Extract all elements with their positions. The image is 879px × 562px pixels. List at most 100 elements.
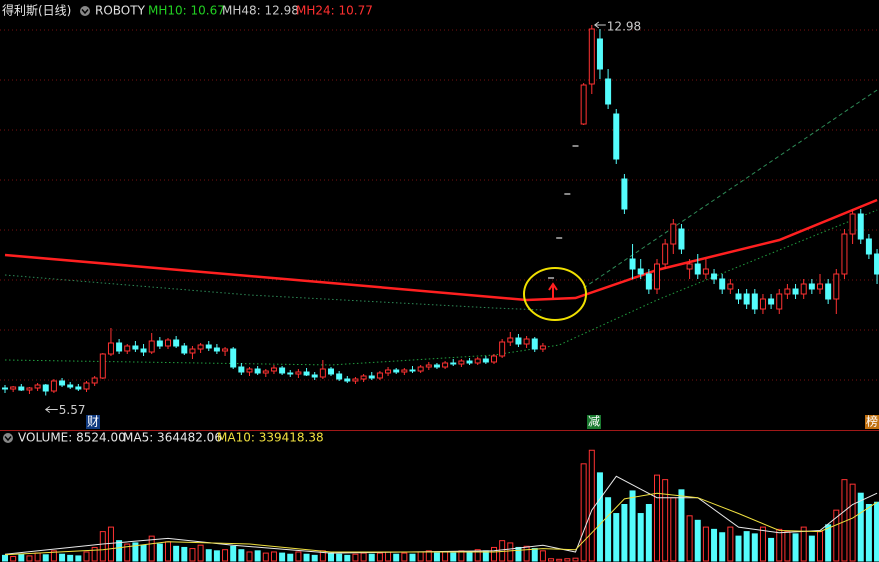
volume-bar: [539, 550, 546, 562]
volume-bar: [360, 552, 367, 562]
volume-bar: [205, 549, 212, 562]
candle-body: [531, 338, 538, 350]
candle-body: [336, 373, 343, 380]
candle-body: [197, 344, 204, 350]
candle-body: [99, 353, 106, 379]
menu-icon[interactable]: [3, 433, 13, 443]
legend-label: MH10: 10.67: [148, 4, 225, 18]
candle-body: [874, 253, 879, 275]
candle-body: [401, 369, 408, 373]
volume-bar: [148, 535, 155, 562]
indicator-line: [4, 198, 878, 302]
volume-ma-line: [4, 492, 878, 556]
high-label: 12.98: [607, 20, 641, 34]
volume-bar: [507, 542, 514, 562]
volume-bar: [800, 526, 807, 562]
low-arrow: [44, 406, 58, 413]
volume-bar: [262, 552, 269, 562]
volume-bar: [165, 541, 171, 562]
candle-body: [67, 384, 74, 388]
candle-body: [376, 372, 383, 379]
candle-body: [491, 355, 497, 363]
volume-bar: [409, 553, 416, 562]
candle-body: [735, 293, 742, 300]
volume-bar: [83, 551, 90, 562]
volume-bar: [270, 551, 277, 562]
candle-body: [189, 348, 196, 354]
candle-body: [792, 288, 799, 295]
candle-body: [865, 238, 872, 255]
volume-bar: [792, 533, 799, 562]
volume-bar: [474, 549, 481, 562]
candle-body: [319, 368, 326, 378]
price-panel: 12.98 5.57: [0, 20, 879, 417]
volume-bar: [91, 546, 98, 562]
volume-bar: [727, 526, 734, 562]
candle-body: [352, 378, 359, 382]
candle-body: [295, 371, 302, 375]
candle-body: [817, 283, 823, 290]
candle-body: [156, 340, 163, 347]
candle-body: [596, 38, 603, 70]
volume-bar: [287, 553, 294, 562]
volume-bar: [67, 554, 74, 562]
volume-bar: [825, 524, 832, 562]
candle-body: [645, 273, 652, 290]
volume-bar: [311, 554, 318, 562]
candle-body: [629, 258, 636, 270]
candle-body: [678, 228, 685, 250]
candle-body: [515, 337, 522, 345]
volume-panel: [2, 449, 879, 562]
volume-bar: [523, 545, 530, 562]
volume-bar: [295, 551, 302, 562]
candle-body: [181, 345, 188, 354]
volume-bar: [189, 548, 196, 562]
candle-body: [116, 342, 123, 352]
candle-body: [507, 337, 514, 343]
candle-body: [148, 340, 155, 353]
volume-title: VOLUME: 8524.00: [18, 431, 126, 445]
candle-body: [246, 368, 253, 373]
candle-body: [205, 344, 212, 349]
candle-body: [124, 345, 131, 352]
candle-body: [458, 360, 465, 365]
volume-bar: [18, 553, 25, 562]
menu-icon[interactable]: [80, 6, 90, 16]
event-label[interactable]: 财: [87, 415, 99, 429]
candle-body: [140, 348, 147, 353]
candle-body: [711, 273, 718, 280]
candle-body: [849, 213, 856, 235]
candle-body: [833, 273, 840, 300]
candle-body: [107, 342, 114, 355]
candle-body: [344, 378, 351, 382]
signal-arrow: [548, 282, 558, 298]
volume-bar: [173, 545, 180, 562]
candle-body: [132, 345, 139, 350]
candle-body: [10, 386, 17, 390]
volume-bar: [279, 552, 286, 562]
candle-body: [368, 375, 375, 379]
legend-label: ROBOTY: [95, 4, 146, 18]
volume-bar: [759, 526, 766, 562]
candle-body: [694, 263, 701, 275]
candle-body: [433, 364, 440, 368]
volume-bar: [874, 501, 879, 562]
volume-bar: [352, 553, 359, 562]
event-label[interactable]: 减: [588, 415, 600, 429]
candle-body: [539, 345, 546, 350]
candle-body: [230, 348, 237, 368]
chart-title: 得利斯(日线): [2, 3, 71, 18]
volume-bar: [34, 552, 41, 562]
volume-bar: [564, 558, 571, 562]
low-label: 5.57: [59, 403, 86, 417]
event-label[interactable]: 榜: [866, 414, 878, 429]
candle-body: [425, 364, 432, 368]
volume-bar: [719, 532, 726, 562]
volume-bar: [442, 551, 449, 562]
candle-body: [222, 348, 229, 352]
volume-bar: [450, 552, 457, 562]
candle-body: [588, 28, 595, 85]
candle-body: [59, 380, 66, 386]
candle-body: [450, 362, 457, 365]
volume-bar: [401, 552, 408, 562]
